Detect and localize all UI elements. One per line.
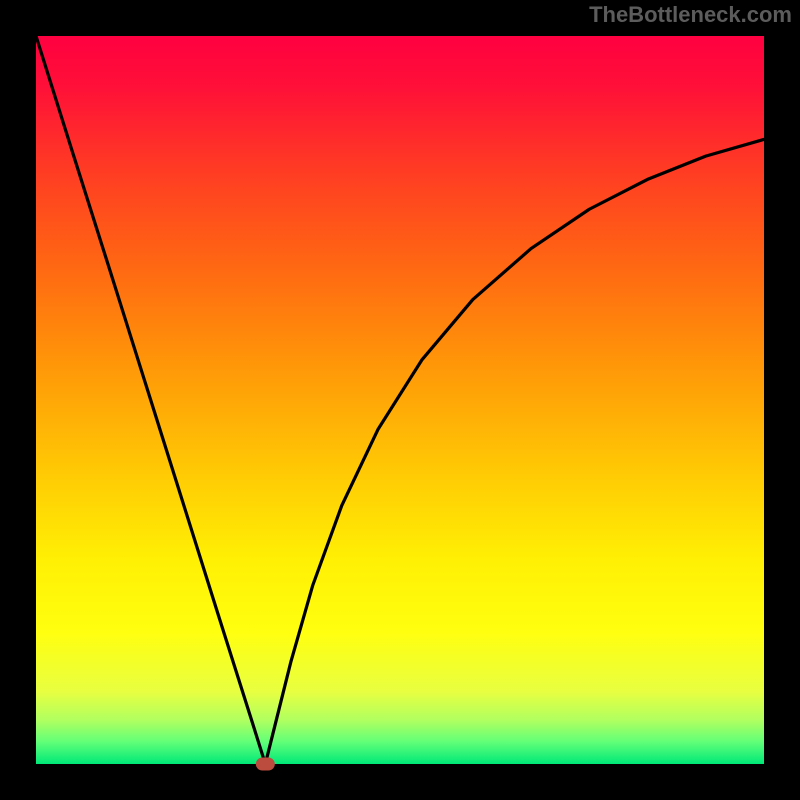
chart-container: TheBottleneck.com [0, 0, 800, 800]
plot-background [36, 36, 764, 764]
minimum-marker [256, 758, 274, 770]
watermark-text: TheBottleneck.com [589, 2, 792, 28]
chart-svg [0, 0, 800, 800]
